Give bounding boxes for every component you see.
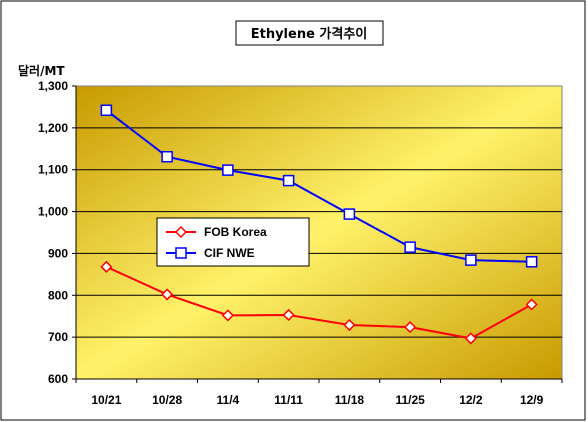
y-tick-label: 1,100 (38, 163, 68, 177)
data-point-diamond (404, 321, 417, 334)
plot-area (75, 85, 563, 380)
data-point-diamond (282, 308, 295, 322)
y-tick-label: 1,200 (38, 121, 68, 135)
x-tick-label: 12/9 (520, 393, 544, 407)
legend-item: CIF NWE (166, 246, 255, 260)
y-tick-label: 1,300 (38, 79, 68, 93)
data-point-square (161, 150, 173, 163)
data-point-square (525, 256, 538, 268)
title-box (235, 20, 384, 46)
data-point-diamond (100, 260, 113, 273)
series-line (105, 109, 532, 263)
chart-title: Ethylene 가격추이 (235, 20, 384, 46)
axes: 600 700 800 900 1,000 1,100 1,200 1,300 10/21 10/… (38, 79, 563, 407)
y-tick-label: 1,000 (38, 205, 68, 219)
x-tick-label: 12/2 (459, 393, 483, 407)
data-point-diamond (174, 225, 188, 239)
data-point-square (175, 247, 187, 259)
series-fob-korea (100, 260, 538, 345)
data-point-diamond (525, 298, 538, 311)
x-tick-label: 11/18 (335, 393, 365, 407)
data-point-square (343, 208, 356, 220)
x-tick-label: 11/11 (274, 393, 303, 407)
data-point-diamond (343, 318, 356, 332)
series-cif-nwe (100, 104, 538, 268)
title-text: Ethylene 가격추이 (251, 26, 368, 42)
series-layer (100, 104, 538, 345)
series-line (105, 265, 533, 340)
data-point-diamond (161, 288, 174, 301)
x-tick-label: 11/4 (217, 393, 240, 407)
data-point-square (100, 104, 113, 117)
y-tick-label: 600 (48, 372, 68, 386)
data-point-square (222, 164, 234, 176)
data-point-diamond (221, 309, 234, 322)
legend-label: FOB Korea (204, 225, 267, 239)
x-tick-label: 10/21 (91, 393, 121, 407)
legend-label: CIF NWE (204, 246, 255, 260)
legend-item: FOB Korea (166, 225, 267, 239)
y-tick-label: 900 (48, 246, 68, 260)
y-axis-unit-label: 달러/MT (18, 63, 65, 78)
data-point-square (282, 174, 295, 187)
data-point-square (404, 241, 416, 253)
data-point-diamond (464, 332, 477, 345)
x-tick-label: 10/28 (152, 393, 182, 407)
data-point-square (465, 254, 477, 266)
y-tick-label: 800 (48, 288, 68, 302)
x-tick-label: 11/25 (395, 393, 425, 407)
y-tick-label: 700 (48, 330, 68, 344)
legend: FOB Korea CIF NWE (156, 217, 310, 267)
